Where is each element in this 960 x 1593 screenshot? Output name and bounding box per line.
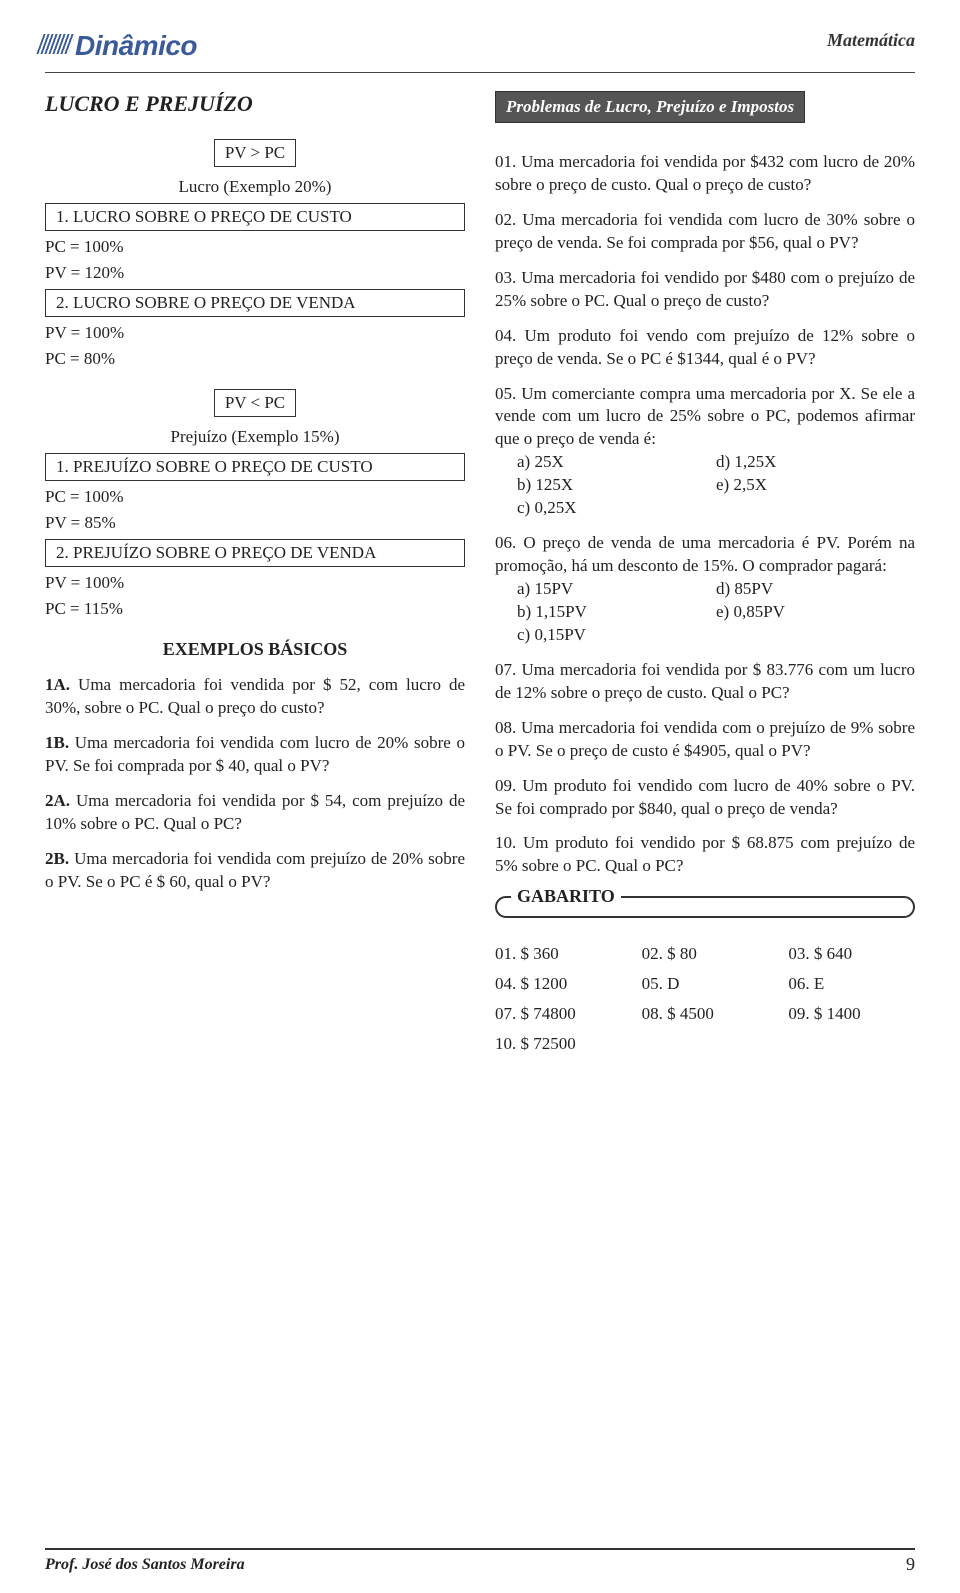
lucro-venda-title: 2. LUCRO SOBRE O PREÇO DE VENDA <box>45 289 465 317</box>
opt-06d: d) 85PV <box>716 578 915 601</box>
columns: LUCRO E PREJUÍZO PV > PC Lucro (Exemplo … <box>45 91 915 1054</box>
example-1a: 1A. Uma mercadoria foi vendida por $ 52,… <box>45 674 465 720</box>
problem-02: 02. Uma mercadoria foi vendida com lucro… <box>495 209 915 255</box>
problem-04: 04. Um produto foi vendo com prejuízo de… <box>495 325 915 371</box>
exemplos-title: EXEMPLOS BÁSICOS <box>45 639 465 660</box>
opt-05c: c) 0,25X <box>517 497 716 520</box>
problem-01: 01. Uma mercadoria foi vendida por $432 … <box>495 151 915 197</box>
left-column: LUCRO E PREJUÍZO PV > PC Lucro (Exemplo … <box>45 91 465 1054</box>
prejuizo-custo-title: 1. PREJUÍZO SOBRE O PREÇO DE CUSTO <box>45 453 465 481</box>
gabarito-title: GABARITO <box>511 886 621 907</box>
lucro-custo-pv: PV = 120% <box>45 263 465 283</box>
opt-06b: b) 1,15PV <box>517 601 716 624</box>
answer-01: 01. $ 360 <box>495 944 622 964</box>
problem-03: 03. Uma mercadoria foi vendido por $480 … <box>495 267 915 313</box>
answer-07: 07. $ 74800 <box>495 1004 622 1024</box>
problem-05-options: a) 25X b) 125X c) 0,25X d) 1,25X e) 2,5X <box>517 451 915 520</box>
answer-02: 02. $ 80 <box>642 944 769 964</box>
opt-05e: e) 2,5X <box>716 474 915 497</box>
page: Dinâmico Matemática LUCRO E PREJUÍZO PV … <box>0 0 960 1593</box>
answer-06: 06. E <box>788 974 915 994</box>
problem-09: 09. Um produto foi vendido com lucro de … <box>495 775 915 821</box>
example-1a-text: Uma mercadoria foi vendida por $ 52, com… <box>45 675 465 717</box>
example-1b-text: Uma mercadoria foi vendida com lucro de … <box>45 733 465 775</box>
opt-05d: d) 1,25X <box>716 451 915 474</box>
lucro-example-label: Lucro (Exemplo 20%) <box>45 177 465 197</box>
problem-06: 06. O preço de venda de uma mercadoria é… <box>495 532 915 647</box>
opt-05a: a) 25X <box>517 451 716 474</box>
problem-06-text: 06. O preço de venda de uma mercadoria é… <box>495 533 915 575</box>
lucro-custo-title: 1. LUCRO SOBRE O PREÇO DE CUSTO <box>45 203 465 231</box>
prejuizo-example-label: Prejuízo (Exemplo 15%) <box>45 427 465 447</box>
answer-04: 04. $ 1200 <box>495 974 622 994</box>
opt-06c: c) 0,15PV <box>517 624 716 647</box>
problem-05-text: 05. Um comerciante compra uma mercadoria… <box>495 384 915 449</box>
rule-pv-gt-pc: PV > PC <box>214 139 296 167</box>
lucro-venda-pc: PC = 80% <box>45 349 465 369</box>
lucro-venda-pv: PV = 100% <box>45 323 465 343</box>
example-2a: 2A. Uma mercadoria foi vendida por $ 54,… <box>45 790 465 836</box>
prejuizo-custo-pv: PV = 85% <box>45 513 465 533</box>
right-column: Problemas de Lucro, Prejuízo e Impostos … <box>495 91 915 1054</box>
logo: Dinâmico <box>45 30 197 62</box>
answer-03: 03. $ 640 <box>788 944 915 964</box>
answer-05: 05. D <box>642 974 769 994</box>
prejuizo-venda-title: 2. PREJUÍZO SOBRE O PREÇO DE VENDA <box>45 539 465 567</box>
example-2b-text: Uma mercadoria foi vendida com prejuízo … <box>45 849 465 891</box>
problem-05: 05. Um comerciante compra uma mercadoria… <box>495 383 915 521</box>
problem-08: 08. Uma mercadoria foi vendida com o pre… <box>495 717 915 763</box>
header: Dinâmico Matemática <box>45 30 915 62</box>
subject-label: Matemática <box>827 30 915 51</box>
main-title: LUCRO E PREJUÍZO <box>45 91 465 117</box>
page-number: 9 <box>906 1554 915 1575</box>
prejuizo-custo-pc: PC = 100% <box>45 487 465 507</box>
opt-06a: a) 15PV <box>517 578 716 601</box>
lucro-custo-pc: PC = 100% <box>45 237 465 257</box>
opt-06e: e) 0,85PV <box>716 601 915 624</box>
example-1b: 1B. Uma mercadoria foi vendida com lucro… <box>45 732 465 778</box>
answer-10: 10. $ 72500 <box>495 1034 622 1054</box>
problems-title: Problemas de Lucro, Prejuízo e Impostos <box>495 91 805 123</box>
prejuizo-venda-pc: PC = 115% <box>45 599 465 619</box>
rule-pv-lt-pc: PV < PC <box>214 389 296 417</box>
footer-prof: Prof. José dos Santos Moreira <box>45 1556 245 1574</box>
problem-06-options: a) 15PV b) 1,15PV c) 0,15PV d) 85PV e) 0… <box>517 578 915 647</box>
problem-10: 10. Um produto foi vendido por $ 68.875 … <box>495 832 915 878</box>
problem-07: 07. Uma mercadoria foi vendida por $ 83.… <box>495 659 915 705</box>
example-2a-text: Uma mercadoria foi vendida por $ 54, com… <box>45 791 465 833</box>
footer: Prof. José dos Santos Moreira 9 <box>0 1548 960 1575</box>
example-2b: 2B. Uma mercadoria foi vendida com preju… <box>45 848 465 894</box>
answer-08: 08. $ 4500 <box>642 1004 769 1024</box>
header-rule <box>45 72 915 73</box>
answers-grid: 01. $ 360 02. $ 80 03. $ 640 04. $ 1200 … <box>495 944 915 1054</box>
gabarito-box: GABARITO <box>495 896 915 918</box>
prejuizo-venda-pv: PV = 100% <box>45 573 465 593</box>
opt-05b: b) 125X <box>517 474 716 497</box>
answer-09: 09. $ 1400 <box>788 1004 915 1024</box>
